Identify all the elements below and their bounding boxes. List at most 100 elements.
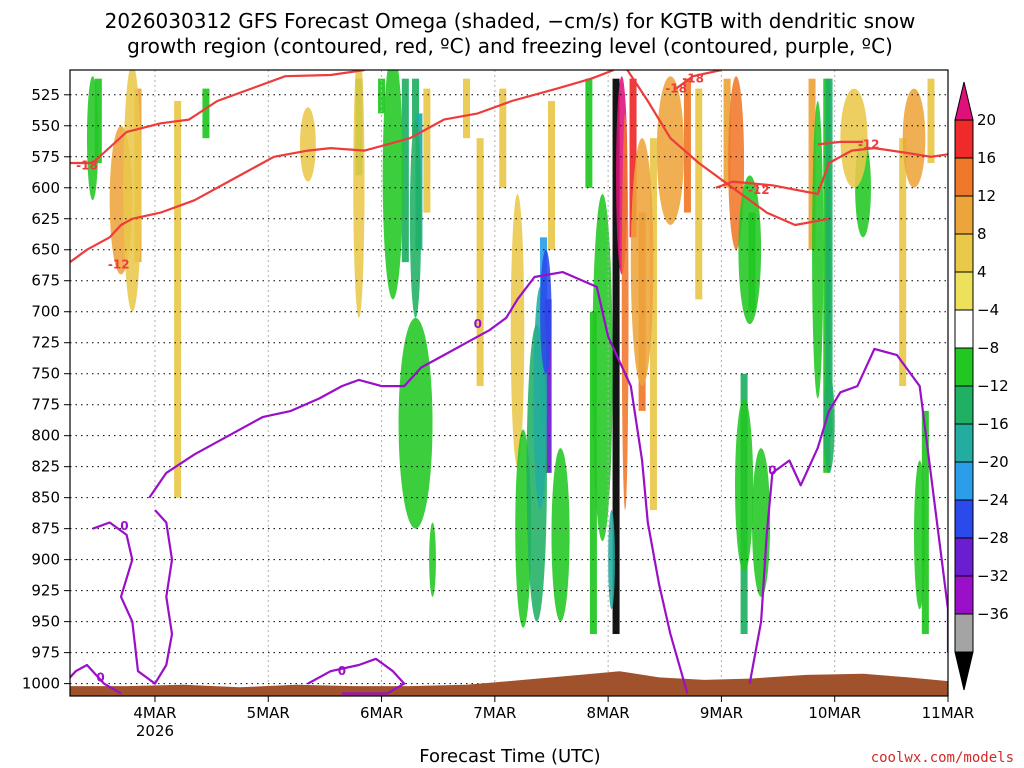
- colorbar-label-3: 8: [977, 225, 987, 243]
- omega-strip-2: [174, 100, 182, 498]
- y-tick-label-1000: 1000: [22, 675, 60, 693]
- x-tick-label-6: 10MAR: [808, 704, 861, 722]
- y-tick-label-900: 900: [31, 551, 60, 569]
- omega-blob-2: [86, 76, 99, 201]
- omega-strip-13: [547, 100, 555, 250]
- x-tick-label-7: 11MAR: [922, 704, 975, 722]
- y-tick-label-625: 625: [31, 210, 60, 228]
- omega-strip-12: [499, 88, 507, 188]
- colorbar-label-4: 4: [977, 263, 987, 281]
- y-tick-label-550: 550: [31, 117, 60, 135]
- contour-red-4-label: -18: [682, 72, 704, 86]
- colorbar-label-7: −12: [977, 377, 1009, 395]
- omega-blob-22: [738, 175, 762, 325]
- x-tick-sublabel-0: 2026: [136, 722, 174, 740]
- omega-blob-14: [551, 448, 570, 622]
- omega-strip-15: [544, 299, 552, 473]
- colorbar-label-9: −20: [977, 453, 1009, 471]
- contour-purple-4: [307, 657, 406, 695]
- omega-strip-29: [825, 78, 833, 436]
- omega-strip-3: [202, 88, 210, 139]
- colorbar-label-12: −32: [977, 567, 1009, 585]
- omega-blob-8: [429, 522, 436, 597]
- colorbar-legend: 20 16 12 8 4 −4 −8 −12 −16 −20 −24 −28 −32 −36: [954, 81, 1009, 691]
- contour-red-5: [817, 140, 863, 146]
- contour-purple-3-label: 0: [96, 670, 104, 684]
- omega-strip-0: [94, 78, 102, 163]
- colorbar-swatch-2: [954, 157, 974, 197]
- y-tick-label-525: 525: [31, 86, 60, 104]
- colorbar-label-8: −16: [977, 415, 1009, 433]
- contour-red-4: [675, 70, 722, 90]
- y-tick-label-650: 650: [31, 241, 60, 259]
- terrain-ground: [70, 671, 948, 696]
- y-tick-label-600: 600: [31, 179, 60, 197]
- colorbar-swatch-10: [954, 461, 974, 501]
- colorbar-label-1: 16: [977, 149, 996, 167]
- omega-blob-4: [353, 70, 365, 318]
- y-tick-label-850: 850: [31, 489, 60, 507]
- omega-blob-9: [510, 193, 525, 467]
- omega-blob-19: [630, 138, 654, 387]
- y-tick-label-675: 675: [31, 272, 60, 290]
- colorbar-swatch-15: [954, 651, 974, 691]
- x-tick-label-3: 7MAR: [473, 704, 516, 722]
- omega-strip-21: [649, 138, 657, 511]
- contour-red-3: [715, 147, 948, 196]
- colorbar-swatch-5: [954, 271, 974, 311]
- omega-blob-15: [592, 193, 613, 542]
- omega-blob-28: [840, 88, 868, 188]
- omega-blob-30: [914, 460, 926, 610]
- contour-red-2: [626, 70, 830, 227]
- credit-link[interactable]: coolwx.com/models: [871, 750, 1014, 766]
- y-tick-label-875: 875: [31, 520, 60, 538]
- omega-strip-31: [921, 410, 929, 635]
- omega-blob-3: [299, 107, 316, 182]
- omega-blob-25: [812, 100, 824, 399]
- colorbar-label-6: −8: [977, 339, 999, 357]
- omega-strip-10: [463, 78, 471, 139]
- omega-shading-layer: [86, 70, 935, 635]
- y-tick-label-825: 825: [31, 458, 60, 476]
- contour-red-0-label: -18: [76, 158, 98, 172]
- omega-strip-11: [476, 138, 484, 387]
- omega-strip-17: [589, 311, 597, 635]
- omega-strip-23: [695, 88, 703, 300]
- y-tick-label-750: 750: [31, 365, 60, 383]
- omega-strip-19: [629, 78, 637, 238]
- y-tick-label-800: 800: [31, 427, 60, 445]
- omega-strip-32: [927, 78, 935, 163]
- omega-strip-22: [683, 78, 691, 213]
- omega-strip-9: [423, 88, 431, 213]
- chart-title-line2: growth region (contoured, red, ºC) and f…: [127, 34, 893, 58]
- contour-red-5-label: -12: [858, 137, 880, 151]
- x-tick-label-0: 4MAR: [133, 704, 176, 722]
- omega-blob-18: [621, 113, 629, 511]
- contour-purple-4-label: 0: [338, 664, 346, 678]
- omega-strip-16: [585, 78, 593, 188]
- omega-strip-7: [412, 78, 420, 139]
- x-tick-label-4: 8MAR: [587, 704, 630, 722]
- omega-strip-6: [401, 78, 409, 263]
- y-tick-label-925: 925: [31, 582, 60, 600]
- contour-red-1-label: -12: [108, 258, 130, 272]
- y-axis-pressure: 525 550 575 600 625 650 675 700 725 750 775 800 825 8…: [22, 86, 70, 693]
- colorbar-swatch-7: [954, 347, 974, 387]
- contour-purple-1-label: 0: [768, 463, 776, 477]
- y-tick-label-950: 950: [31, 613, 60, 631]
- omega-blob-16: [608, 510, 615, 610]
- omega-strip-24: [723, 78, 731, 188]
- y-tick-label-775: 775: [31, 396, 60, 414]
- colorbar-swatch-1: [954, 119, 974, 159]
- colorbar-swatch-6: [954, 309, 974, 349]
- colorbar-swatch-3: [954, 195, 974, 235]
- omega-blob-23: [735, 398, 754, 573]
- colorbar-label-10: −24: [977, 491, 1009, 509]
- omega-blob-5: [382, 70, 404, 300]
- contour-purple-1: [748, 347, 948, 684]
- colorbar-swatch-8: [954, 385, 974, 425]
- colorbar-swatch-11: [954, 499, 974, 539]
